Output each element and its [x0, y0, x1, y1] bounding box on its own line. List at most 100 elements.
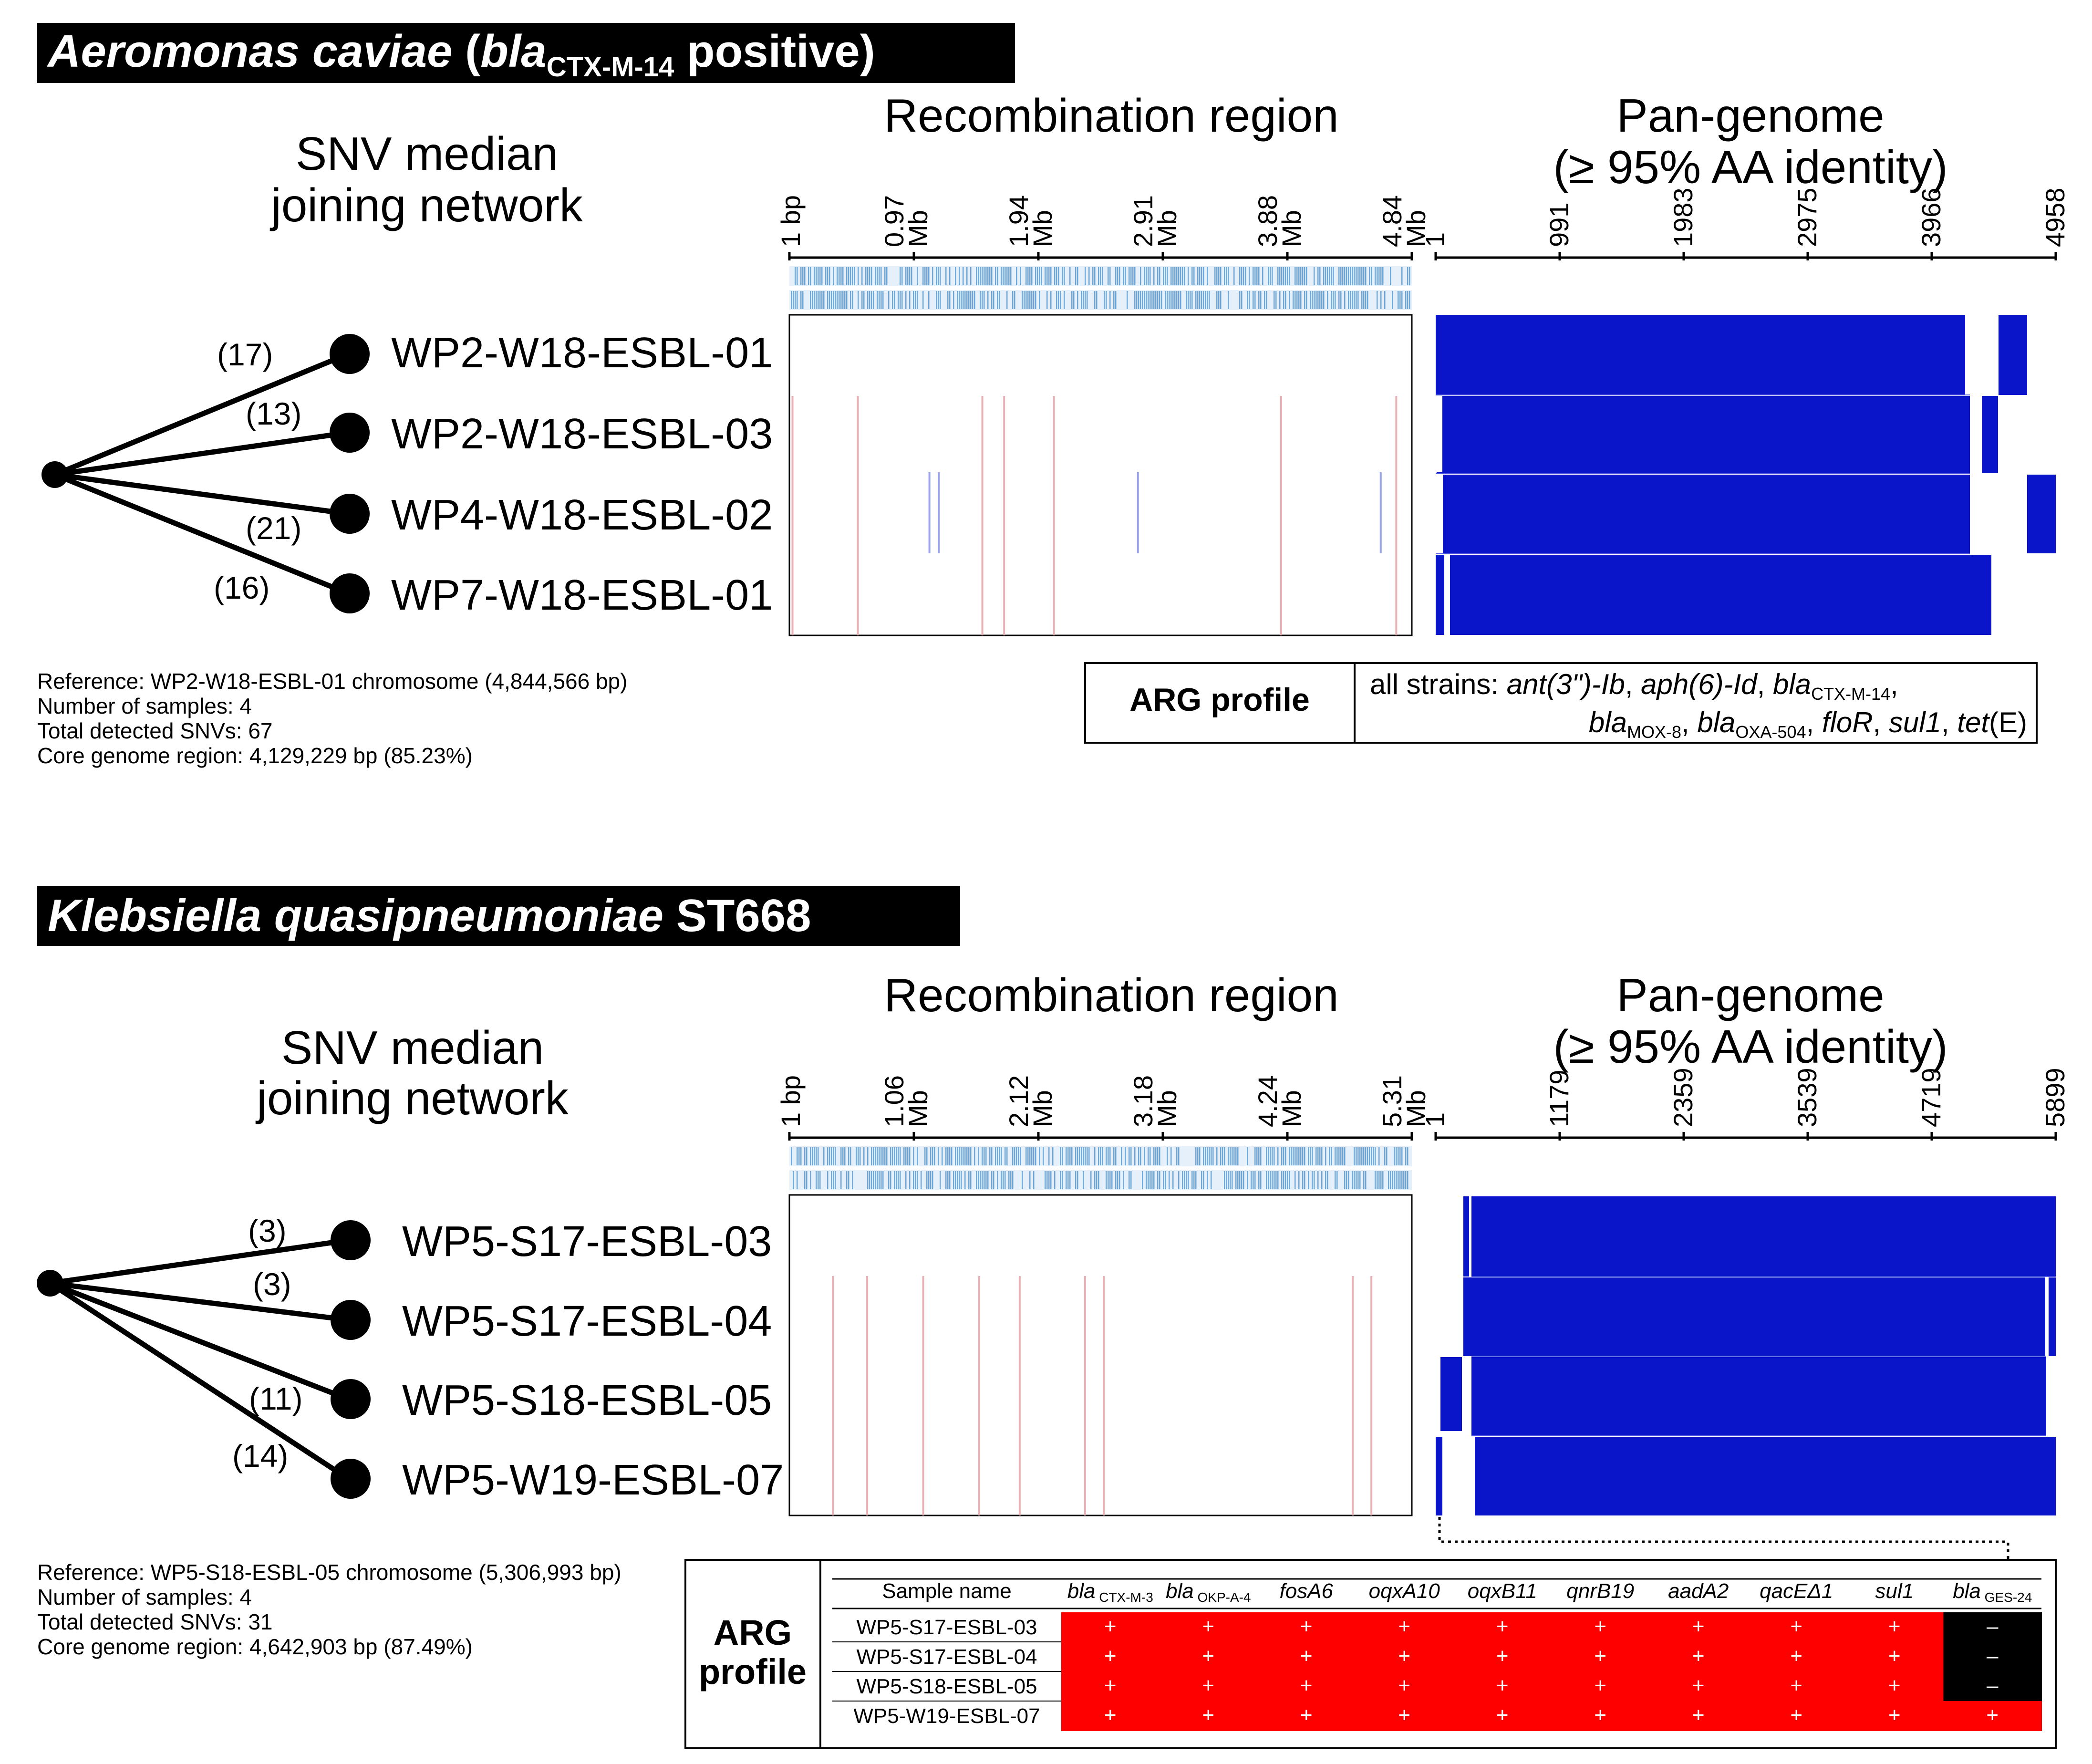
density-mark	[1005, 1147, 1006, 1165]
stats-line: Core genome region: 4,642,903 bp (87.49%…	[37, 1634, 473, 1659]
recombination-box	[788, 1194, 1413, 1516]
density-mark	[1241, 267, 1243, 285]
density-mark	[1241, 1171, 1243, 1189]
arg-label-line1: ARG	[714, 1613, 792, 1652]
density-mark	[940, 291, 941, 309]
arg-cell-present	[1551, 1671, 1650, 1702]
density-mark	[882, 291, 884, 309]
density-mark	[1119, 267, 1120, 285]
density-mark	[1300, 291, 1302, 309]
density-mark	[957, 291, 958, 309]
density-mark	[1281, 1171, 1283, 1189]
density-mark	[1367, 1147, 1368, 1165]
density-mark	[844, 291, 846, 309]
density-mark	[879, 1171, 880, 1189]
arg-cell-present	[1649, 1612, 1748, 1642]
density-mark	[1029, 267, 1031, 285]
density-mark	[1066, 1171, 1067, 1189]
density-mark	[1106, 1171, 1107, 1189]
presence-block	[1436, 315, 1965, 395]
sample-label: WP5-S17-ESBL-03	[402, 1218, 772, 1266]
density-mark	[1033, 1147, 1035, 1165]
density-mark	[938, 291, 939, 309]
density-mark	[905, 1147, 907, 1165]
density-mark	[1088, 1147, 1090, 1165]
density-mark	[1117, 1171, 1118, 1189]
density-mark	[1388, 1171, 1389, 1189]
density-mark	[934, 1147, 935, 1165]
density-mark	[840, 1171, 842, 1189]
density-mark	[1354, 267, 1355, 285]
arg-cell-present	[1943, 1701, 2042, 1731]
density-mark	[833, 267, 834, 285]
density-mark	[980, 291, 981, 309]
density-mark	[1048, 267, 1050, 285]
pangenome-axis: 1 1179 2359 3539 4719 5899	[1420, 1068, 2070, 1141]
density-mark	[1123, 1171, 1124, 1189]
density-mark	[1239, 267, 1241, 285]
density-mark	[1344, 291, 1346, 309]
density-mark	[1361, 291, 1363, 309]
arg-cell-value: +	[1202, 1615, 1214, 1638]
density-mark	[968, 291, 970, 309]
density-mark	[1102, 1147, 1103, 1165]
density-mark	[1165, 291, 1166, 309]
density-mark	[1184, 1171, 1185, 1189]
density-mark	[1256, 267, 1258, 285]
arg-cell-present	[1257, 1612, 1356, 1642]
density-mark	[1279, 267, 1281, 285]
density-mark	[1392, 291, 1393, 309]
density-mark	[1285, 1171, 1286, 1189]
density-mark	[869, 1171, 870, 1189]
density-mark	[1045, 267, 1046, 285]
density-mark	[1258, 291, 1260, 309]
density-mark	[1295, 267, 1296, 285]
density-mark	[1151, 1171, 1153, 1189]
density-mark	[1111, 1171, 1113, 1189]
arg-genes-line2: blaMOX-8, blaOXA-504, floR, sul1, tet(E)	[1589, 706, 2027, 742]
arg-cell-present	[1257, 1701, 1356, 1731]
density-mark	[1121, 1147, 1122, 1165]
density-mark	[1369, 267, 1370, 285]
density-mark	[1012, 291, 1014, 309]
density-mark	[1008, 267, 1010, 285]
arg-cell-present	[1061, 1701, 1160, 1731]
density-mark	[1113, 1147, 1115, 1165]
arg-cell-value: +	[1300, 1615, 1313, 1638]
density-mark	[1338, 1147, 1340, 1165]
density-mark	[1172, 291, 1174, 309]
density-mark	[1069, 1171, 1071, 1189]
density-mark	[1165, 1171, 1166, 1189]
density-mark	[1006, 1147, 1008, 1165]
presence-block	[1463, 1196, 1469, 1276]
density-mark	[1293, 291, 1294, 309]
density-mark	[1148, 1147, 1149, 1165]
density-mark	[829, 1147, 830, 1165]
density-mark	[877, 1147, 878, 1165]
recombination-axis: 1 bp 0.97Mb 1.94Mb 2.91Mb 3.88Mb 4.84Mb	[776, 195, 1431, 260]
density-mark	[1106, 291, 1107, 309]
density-mark	[1241, 291, 1243, 309]
density-mark	[823, 1147, 825, 1165]
density-mark	[936, 291, 937, 309]
recombination-title: Recombination region	[884, 969, 1338, 1021]
density-mark	[1159, 1171, 1160, 1189]
density-mark	[1142, 1171, 1143, 1189]
density-mark	[1394, 1171, 1395, 1189]
density-mark	[909, 267, 911, 285]
density-mark	[1197, 1147, 1199, 1165]
density-mark	[938, 1147, 939, 1165]
density-mark	[812, 291, 813, 309]
density-mark	[1209, 291, 1210, 309]
sample-label: WP5-S17-ESBL-04	[402, 1297, 772, 1345]
density-mark	[886, 1147, 888, 1165]
density-mark	[964, 1171, 966, 1189]
density-mark	[840, 1147, 842, 1165]
density-mark	[1205, 291, 1206, 309]
density-mark	[1327, 1171, 1328, 1189]
density-mark	[966, 267, 968, 285]
density-mark	[928, 291, 930, 309]
arg-genes-line1: all strains: ant(3")-Ib, aph(6)-Id, blaC…	[1370, 668, 1898, 704]
density-mark	[1077, 267, 1078, 285]
density-mark	[1058, 291, 1059, 309]
